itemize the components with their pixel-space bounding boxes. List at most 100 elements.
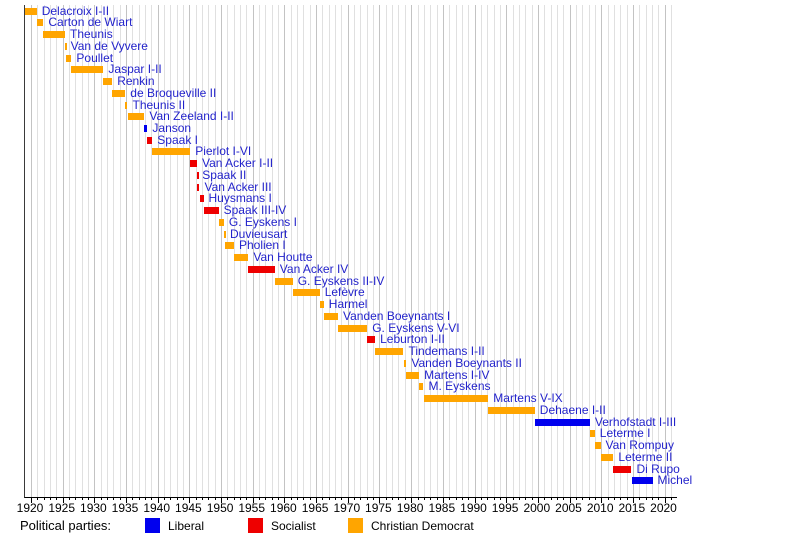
x-axis-tick: [132, 497, 134, 500]
gov-bar: [199, 195, 204, 203]
gridline: [100, 5, 102, 497]
gov-label: Verhofstadt I-III: [594, 414, 677, 429]
x-axis-tick: [582, 497, 584, 500]
gridline: [183, 5, 185, 497]
x-axis-tick: [88, 497, 89, 500]
x-axis-tick-label: 1975: [365, 501, 392, 515]
x-axis-tick: [474, 497, 476, 503]
x-axis-tick-label: 2000: [523, 501, 551, 515]
gov-label: Di Rupo: [636, 461, 680, 476]
gridline: [582, 5, 584, 497]
x-axis-tick: [670, 497, 672, 500]
gridline: [442, 5, 444, 497]
gov-bar: [71, 66, 104, 74]
gov-label: Leterme I: [599, 426, 651, 441]
x-axis-tick: [436, 497, 438, 500]
x-axis-tick: [208, 497, 210, 500]
gov-bar: [406, 371, 420, 379]
x-axis-tick: [379, 497, 381, 503]
gov-label: Spaak I: [157, 132, 198, 147]
gov-label: Van Acker I-II: [202, 156, 274, 171]
gridline: [341, 5, 343, 497]
x-axis-tick: [297, 497, 299, 500]
gov-label: G. Eyskens V-VI: [372, 320, 460, 335]
x-axis-tick: [265, 497, 267, 500]
gridline: [569, 5, 571, 497]
gov-bar: [225, 242, 234, 250]
gov-label: Vanden Boeynants I: [343, 308, 451, 323]
gridline: [670, 5, 672, 497]
gov-bar: [65, 42, 67, 50]
gov-label: Dehaene I-II: [539, 402, 606, 417]
x-axis-tick: [107, 497, 108, 500]
gridline: [455, 5, 457, 497]
gridline: [328, 5, 330, 497]
gov-bar: [125, 101, 128, 109]
gridline: [645, 5, 647, 497]
gov-label: Spaak III-IV: [223, 203, 287, 218]
gov-bar: [112, 89, 126, 97]
x-axis-tick: [170, 497, 172, 500]
x-axis-tick-label: 1945: [175, 501, 202, 515]
gridline: [132, 5, 134, 497]
gridline: [531, 5, 533, 497]
gov-label: Tindemans I-II: [408, 344, 485, 359]
gridline: [43, 5, 45, 497]
gridline: [246, 5, 248, 497]
gov-label: Harmel: [328, 297, 368, 312]
x-axis-tick: [81, 497, 83, 500]
x-axis-tick: [455, 497, 457, 500]
gridline: [436, 5, 438, 497]
gov-bar: [488, 406, 535, 414]
gov-label: Martens V-IX: [493, 391, 563, 406]
x-axis-tick-label: 1950: [206, 501, 234, 515]
gov-bar: [190, 160, 197, 168]
x-axis-tick: [37, 497, 39, 500]
x-axis-tick-label: 1920: [16, 501, 44, 515]
gov-bar: [594, 442, 601, 450]
gov-label: Leterme II: [618, 449, 673, 464]
x-axis-tick: [366, 497, 368, 500]
x-axis-tick: [632, 497, 634, 503]
x-axis-tick: [214, 497, 216, 500]
gridline: [290, 5, 292, 497]
gridline: [620, 5, 622, 497]
x-axis-tick: [50, 497, 51, 500]
gov-label: Van de Vyvere: [70, 38, 148, 53]
gridline: [227, 5, 229, 497]
gov-bar: [25, 7, 37, 15]
x-axis-tick: [246, 497, 248, 500]
gridline: [379, 5, 381, 497]
gov-bar: [218, 218, 224, 226]
gridline: [303, 5, 305, 497]
gridline: [506, 5, 508, 497]
x-axis-tick: [164, 497, 166, 500]
gridline: [271, 5, 273, 497]
x-axis-tick: [195, 497, 197, 500]
x-axis-tick: [271, 497, 273, 500]
gridline: [512, 5, 514, 497]
gov-label: Lefèvre: [324, 285, 365, 300]
gridline: [360, 5, 362, 497]
gov-bar: [197, 183, 200, 191]
gridline: [544, 5, 546, 497]
gridline: [550, 5, 552, 497]
gov-bar: [589, 430, 595, 438]
gridline: [107, 5, 108, 497]
gridline: [126, 5, 127, 497]
gridline: [575, 5, 577, 497]
gridline: [632, 5, 634, 497]
gridline: [151, 5, 153, 497]
gov-label: Leburton I-II: [380, 332, 445, 347]
gov-bar: [147, 136, 153, 144]
gridline: [202, 5, 204, 497]
gridline: [411, 5, 413, 497]
x-axis-tick: [658, 497, 660, 500]
x-axis-tick: [62, 497, 64, 503]
gov-bar: [534, 418, 590, 426]
gridline: [487, 5, 489, 497]
x-axis-tick-label: 1995: [491, 501, 519, 515]
legend-swatch-liberal: [145, 518, 160, 533]
x-axis-tick: [335, 497, 337, 500]
